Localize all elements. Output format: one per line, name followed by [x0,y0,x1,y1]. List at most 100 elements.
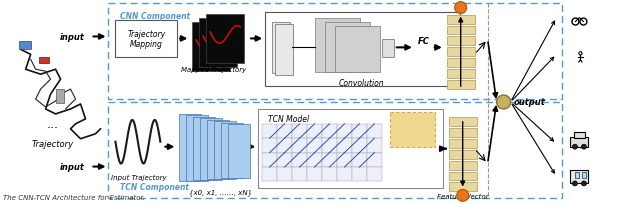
Bar [449,150,477,159]
Bar [258,109,443,188]
Bar [447,81,475,90]
Bar [337,153,352,167]
Bar [275,24,293,76]
Text: Mapped Trajectory: Mapped Trajectory [180,67,246,73]
Bar [447,26,475,35]
Bar [315,19,360,73]
Bar [277,153,292,167]
Bar [115,20,177,58]
Bar [221,123,243,178]
Bar [322,124,337,139]
Bar [262,167,277,182]
Bar [179,114,201,182]
Bar [193,117,215,181]
Bar [322,167,337,182]
Bar [449,183,477,191]
Bar [38,58,49,64]
Text: Trajectory
Mapping: Trajectory Mapping [127,30,166,49]
Bar [262,139,277,153]
Bar [322,153,337,167]
Circle shape [457,190,468,201]
Bar [277,167,292,182]
Bar [228,125,250,178]
Bar [292,153,307,167]
Bar [108,102,563,198]
Bar [307,167,322,182]
Text: Input Trajectory: Input Trajectory [111,174,166,180]
Bar [449,128,477,137]
Text: CNN Component: CNN Component [120,12,191,21]
Text: {x0, x1, ……, xN}: {x0, x1, ……, xN} [189,188,252,195]
Text: ...: ... [47,118,59,131]
Bar [207,120,229,180]
Circle shape [581,144,586,150]
Bar [277,124,292,139]
Bar [292,124,307,139]
Bar [449,172,477,181]
Bar [335,26,380,73]
Bar [337,124,352,139]
Bar [449,117,477,126]
Text: FC: FC [418,37,429,46]
Bar [186,116,208,181]
Bar [262,124,277,139]
Bar [272,22,290,74]
Circle shape [581,181,586,186]
Text: Trajectory: Trajectory [31,140,74,149]
Text: TCN Component: TCN Component [120,183,189,191]
Bar [307,139,322,153]
Bar [570,137,588,147]
Circle shape [497,96,511,109]
Bar [390,112,435,147]
Bar [292,139,307,153]
Bar [352,153,367,167]
Bar [108,4,563,100]
Circle shape [454,3,467,14]
Bar [447,37,475,46]
Bar [322,139,337,153]
Bar [367,124,382,139]
Text: input: input [60,33,85,42]
Bar [277,139,292,153]
Bar [200,119,222,180]
Bar [206,14,244,64]
Bar [337,167,352,182]
Bar [337,139,352,153]
Bar [367,153,382,167]
Bar [214,122,236,179]
Bar [307,124,322,139]
Text: output: output [513,98,545,107]
Text: input: input [60,162,85,171]
Bar [56,90,63,103]
Bar [447,59,475,68]
Bar [325,22,370,73]
Bar [447,48,475,57]
Text: The CNN-TCN Architecture for Estimator.: The CNN-TCN Architecture for Estimator. [3,194,145,200]
Bar [574,132,585,138]
Bar [352,167,367,182]
Bar [449,139,477,148]
Bar [367,139,382,153]
Circle shape [572,181,577,186]
Bar [367,167,382,182]
Circle shape [572,144,577,150]
Bar [307,153,322,167]
Text: Convolution: Convolution [339,79,385,88]
Bar [449,161,477,170]
Bar [575,172,579,178]
Text: Feature Vector: Feature Vector [437,193,488,199]
Bar [352,124,367,139]
Text: TCN Model: TCN Model [268,114,309,123]
Bar [570,170,588,184]
Bar [382,40,394,58]
Bar [192,22,230,72]
Bar [199,19,237,68]
Bar [265,13,460,87]
Bar [352,139,367,153]
Bar [262,153,277,167]
Bar [292,167,307,182]
Bar [447,70,475,79]
Bar [447,16,475,24]
Bar [582,172,586,178]
Bar [19,42,31,50]
